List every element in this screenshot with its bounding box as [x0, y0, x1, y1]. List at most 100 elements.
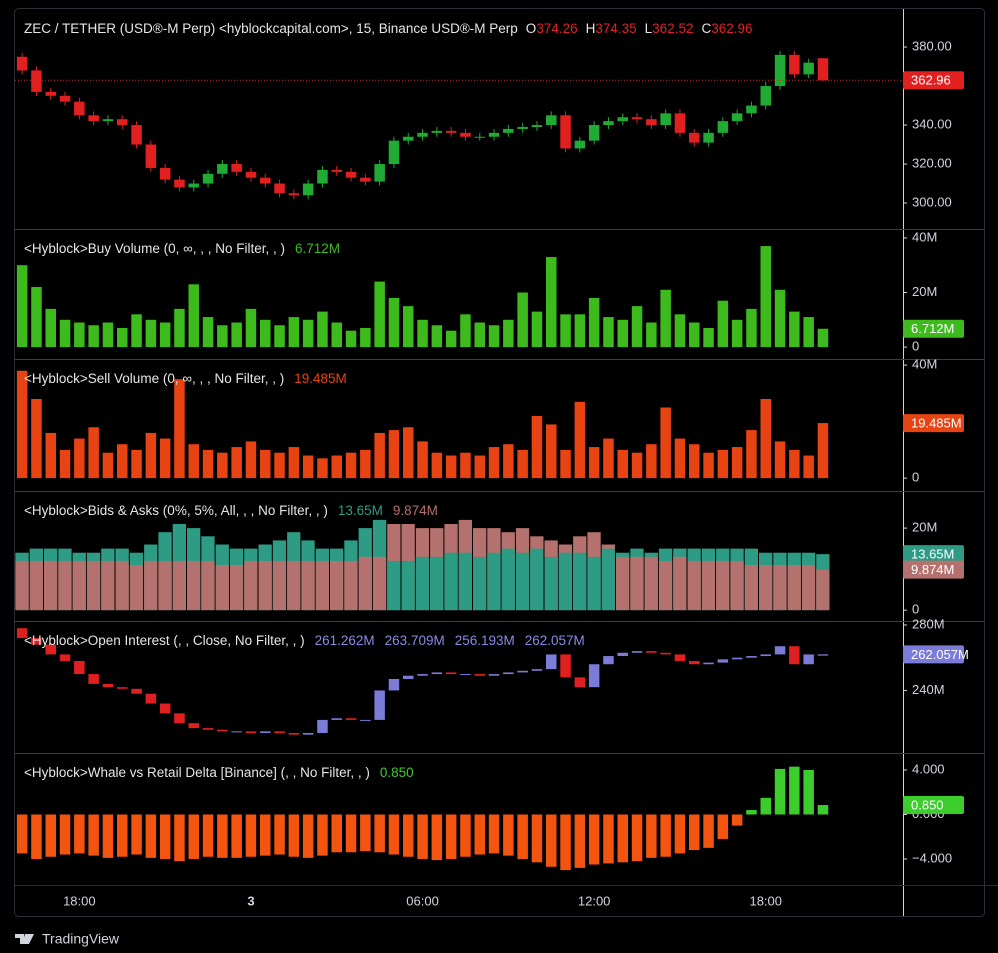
bar: [59, 319, 71, 348]
bar: [531, 311, 543, 348]
bar: [374, 281, 385, 348]
bar: [258, 560, 272, 611]
y-tick-label: 4.000: [912, 761, 945, 776]
bar: [517, 449, 528, 479]
candle-body: [145, 693, 157, 704]
candle-body: [274, 731, 285, 734]
bar: [544, 556, 558, 611]
footer-text: TradingView: [42, 931, 120, 947]
bar: [803, 455, 814, 479]
bar: [317, 814, 328, 856]
candle-body: [360, 177, 371, 182]
candle-body: [59, 654, 71, 661]
legend-value: 374.26: [536, 21, 577, 36]
bar: [731, 814, 743, 826]
bar: [431, 325, 443, 348]
bar: [317, 458, 328, 479]
candle-body: [488, 674, 500, 676]
legend-key: C: [701, 21, 711, 36]
bar: [360, 814, 371, 852]
bar: [531, 814, 543, 863]
bar: [301, 560, 315, 611]
bar: [531, 415, 543, 479]
bar: [274, 814, 285, 855]
price-tag-box: [903, 645, 964, 664]
candle-body: [374, 690, 385, 720]
candle-body: [746, 656, 757, 658]
candle-body: [574, 140, 586, 149]
bar: [159, 438, 171, 479]
bar: [245, 441, 257, 479]
bar: [546, 424, 557, 479]
bar: [617, 814, 628, 863]
candle-body: [588, 664, 600, 688]
candle-body: [789, 54, 800, 75]
price-tag-label: 362.96: [911, 73, 951, 88]
bar: [574, 314, 586, 348]
bar: [345, 814, 357, 853]
bar: [646, 322, 657, 348]
candle-body: [188, 723, 199, 729]
candle-body: [360, 719, 371, 721]
bar: [229, 565, 244, 611]
bar: [344, 560, 358, 611]
candle-body: [302, 183, 314, 196]
candle-body: [646, 651, 657, 653]
legend-value: 263.709M: [385, 633, 445, 648]
bar: [631, 306, 643, 348]
candle-body: [31, 638, 42, 645]
bar: [274, 325, 285, 348]
bar: [117, 327, 128, 348]
price-tag-label: 6.712M: [911, 321, 954, 336]
candle-body: [603, 656, 614, 665]
bar: [789, 766, 800, 815]
candle-body: [431, 130, 443, 133]
bar: [16, 265, 28, 348]
candle-body: [417, 674, 428, 676]
bar: [760, 797, 771, 815]
y-tick-label: 300.00: [912, 194, 952, 209]
price-tag-label: 262.057M: [911, 647, 969, 662]
price-tag-label: 0.850: [911, 797, 944, 812]
bar: [201, 560, 215, 611]
candle-body: [145, 144, 157, 168]
candle-body: [74, 660, 85, 675]
legend-title: <Hyblock>Bids & Asks (0%, 5%, All, , , N…: [24, 503, 328, 518]
bar: [260, 449, 271, 479]
price-tag-label: 19.485M: [911, 416, 962, 431]
bar: [460, 314, 471, 348]
candle-body: [117, 119, 128, 126]
legend-value: 262.057M: [525, 633, 585, 648]
legend: ZEC / TETHER (USD®-M Perp) <hyblockcapit…: [24, 21, 753, 36]
bar: [74, 814, 85, 854]
candle-body: [546, 654, 557, 670]
candle-body: [174, 713, 185, 724]
bar: [801, 565, 816, 611]
bar: [102, 452, 114, 479]
bar: [759, 565, 773, 611]
bar: [517, 292, 528, 348]
legend: <Hyblock>Open Interest (, , Close, No Fi…: [24, 633, 585, 648]
bar: [159, 814, 171, 859]
bar: [287, 560, 301, 611]
bar: [260, 814, 271, 856]
bar: [417, 441, 428, 479]
bar: [358, 556, 372, 611]
bar: [716, 560, 730, 611]
bar: [217, 325, 228, 348]
bar: [174, 814, 185, 862]
bar: [188, 444, 199, 479]
candle-body: [59, 95, 71, 102]
candle-body: [531, 669, 543, 671]
candle-body: [217, 729, 228, 732]
bar: [630, 556, 644, 611]
legend-value: 261.262M: [315, 633, 375, 648]
bar: [372, 556, 387, 611]
bar: [345, 330, 357, 348]
bar: [774, 768, 786, 815]
bar: [145, 814, 157, 858]
candle-body: [417, 132, 428, 137]
bar: [188, 284, 199, 348]
bar: [117, 814, 128, 857]
